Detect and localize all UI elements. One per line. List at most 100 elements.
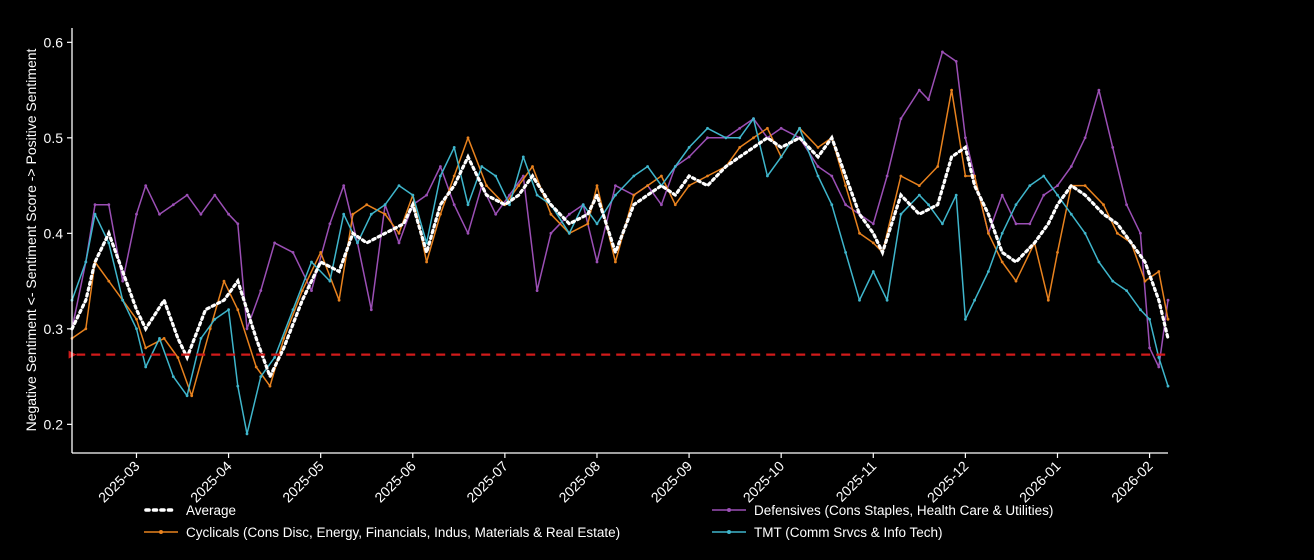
- data-point: [245, 327, 249, 331]
- data-point: [1102, 203, 1105, 207]
- data-point: [1069, 212, 1073, 216]
- x-tick-label: 2025-04: [187, 458, 235, 506]
- data-point: [342, 184, 346, 188]
- data-point: [439, 212, 442, 216]
- data-point: [1125, 289, 1128, 292]
- data-point: [766, 174, 769, 178]
- data-point: [954, 60, 958, 63]
- legend-label: Defensives (Cons Staples, Health Care & …: [754, 503, 1053, 518]
- data-point: [93, 203, 97, 207]
- data-point: [411, 193, 415, 197]
- legend-item: Cyclicals (Cons Disc, Energy, Financials…: [144, 525, 620, 540]
- data-point: [1000, 231, 1004, 235]
- series-line-3: [71, 117, 1169, 435]
- data-point: [687, 184, 691, 188]
- data-point: [927, 98, 930, 101]
- y-tick-label: 0.3: [44, 321, 64, 337]
- data-point: [236, 384, 240, 388]
- data-point: [222, 279, 226, 283]
- data-point: [567, 212, 571, 216]
- data-point: [614, 260, 617, 264]
- data-point: [328, 279, 332, 283]
- legend-swatch-dot: [727, 530, 731, 534]
- data-point: [158, 337, 161, 340]
- legend-swatch-dot: [159, 530, 163, 534]
- data-point: [521, 155, 525, 159]
- data-point: [673, 203, 677, 207]
- data-point: [738, 126, 742, 130]
- x-tick-label: 2025-05: [279, 458, 327, 506]
- data-point: [858, 231, 861, 235]
- data-point: [1083, 184, 1087, 188]
- data-point: [964, 136, 967, 140]
- data-point: [107, 203, 111, 207]
- data-point: [1166, 298, 1170, 302]
- data-point: [535, 193, 539, 197]
- data-point: [383, 203, 387, 207]
- data-point: [535, 289, 539, 292]
- data-point: [687, 155, 691, 159]
- data-point: [236, 308, 240, 312]
- data-point: [121, 298, 125, 302]
- data-point: [614, 193, 617, 197]
- data-point: [1139, 308, 1142, 312]
- data-point: [941, 222, 944, 226]
- data-point: [1148, 317, 1151, 321]
- x-tick-label: 2025-08: [555, 458, 603, 506]
- data-point: [1014, 279, 1018, 283]
- data-point: [84, 327, 88, 331]
- data-point: [738, 146, 742, 149]
- data-point: [1000, 260, 1004, 264]
- data-point: [144, 184, 148, 188]
- data-point: [199, 212, 203, 216]
- data-point: [369, 212, 373, 216]
- data-point: [508, 193, 511, 197]
- data-point: [185, 193, 189, 197]
- data-point: [1097, 88, 1101, 92]
- data-point: [300, 289, 304, 292]
- data-point: [752, 136, 755, 140]
- data-point: [425, 260, 428, 264]
- data-point: [135, 212, 138, 216]
- data-point: [107, 279, 111, 283]
- data-point: [208, 327, 212, 331]
- data-point: [439, 174, 442, 178]
- data-point: [816, 174, 820, 178]
- data-point: [135, 327, 138, 331]
- data-point: [466, 231, 470, 235]
- y-tick-label: 0.2: [44, 416, 64, 432]
- data-point: [171, 375, 175, 378]
- data-point: [439, 165, 442, 168]
- data-point: [844, 184, 847, 188]
- data-point: [273, 356, 276, 359]
- data-point: [706, 126, 709, 130]
- data-point: [581, 203, 585, 207]
- data-point: [1042, 193, 1046, 197]
- data-point: [236, 222, 240, 226]
- data-point: [871, 222, 875, 226]
- data-point: [917, 88, 921, 92]
- data-point: [752, 117, 755, 121]
- data-point: [871, 270, 875, 273]
- data-point: [766, 126, 769, 130]
- data-point: [466, 136, 470, 140]
- data-point: [521, 174, 525, 178]
- data-point: [1166, 317, 1170, 321]
- data-point: [779, 155, 783, 159]
- data-point: [351, 212, 355, 216]
- data-point: [595, 222, 599, 226]
- legend-swatch-dot: [727, 508, 731, 512]
- data-point: [356, 241, 359, 245]
- data-point: [567, 231, 571, 235]
- data-point: [452, 174, 456, 178]
- data-point: [1139, 231, 1142, 235]
- data-point: [162, 337, 166, 340]
- data-point: [1083, 231, 1087, 235]
- legend-item: Average: [144, 503, 236, 518]
- data-point: [135, 317, 138, 321]
- data-point: [1115, 231, 1119, 235]
- data-point: [397, 231, 401, 235]
- data-point: [954, 193, 958, 197]
- data-point: [987, 231, 990, 235]
- data-point: [964, 174, 967, 178]
